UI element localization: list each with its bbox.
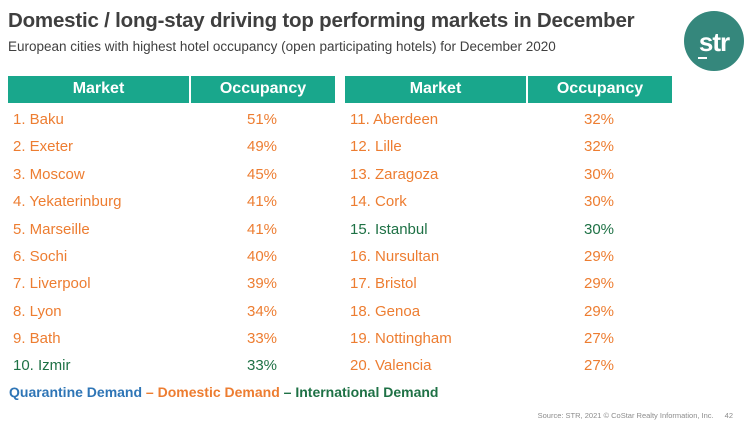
market-cell: 9. Bath (13, 330, 61, 348)
table-row: 9. Bath 33% (8, 325, 335, 352)
legend-separator: – (279, 383, 296, 400)
market-cell: 11. Aberdeen (350, 110, 439, 128)
table-row: 12. Lille 32% (345, 133, 672, 160)
occupancy-cell: 51% (246, 110, 278, 128)
occupancy-cell: 30% (583, 165, 615, 183)
occupancy-cell: 29% (583, 275, 615, 293)
table-row: 3. Moscow 45% (8, 161, 335, 188)
market-cell: 10. Izmir (13, 357, 71, 375)
table-row: 13. Zaragoza 30% (345, 161, 672, 188)
column-header-market: Market (8, 75, 189, 103)
market-cell: 3. Moscow (13, 165, 85, 183)
occupancy-cell: 32% (583, 138, 615, 156)
legend-item: Quarantine Demand (9, 383, 143, 400)
table-header-row: Market Occupancy (8, 75, 335, 103)
market-cell: 14. Cork (350, 193, 407, 211)
occupancy-cell: 29% (583, 247, 615, 265)
market-cell: 1. Baku (13, 110, 64, 128)
table-row: 7. Liverpool 39% (8, 270, 335, 297)
market-cell: 2. Exeter (13, 138, 74, 156)
str-logo-underline (698, 57, 707, 59)
table-row: 4. Yekaterinburg 41% (8, 188, 335, 215)
legend: Quarantine Demand – Domestic Demand – In… (8, 384, 741, 400)
market-cell: 4. Yekaterinburg (13, 193, 122, 211)
page-number: 42 (724, 411, 733, 420)
table-right: Market Occupancy 11. Aberdeen 32% 12. Lill… (345, 75, 672, 380)
occupancy-cell: 27% (583, 330, 615, 348)
table-left: Market Occupancy 1. Baku 51% 2. Exeter 49% 3… (8, 75, 335, 380)
table-body: 11. Aberdeen 32% 12. Lille 32% 13. Zaragoza 3… (345, 106, 672, 380)
occupancy-cell: 30% (583, 220, 615, 238)
table-row: 5. Marseille 41% (8, 215, 335, 242)
column-header-occupancy: Occupancy (191, 75, 335, 103)
footer: Source: STR, 2021 © CoStar Realty Inform… (538, 411, 733, 420)
table-body: 1. Baku 51% 2. Exeter 49% 3. Moscow 45% 4. Yek… (8, 106, 335, 380)
table-row: 2. Exeter 49% (8, 133, 335, 160)
occupancy-cell: 41% (246, 220, 278, 238)
ranking-tables: Market Occupancy 1. Baku 51% 2. Exeter 49% 3… (8, 75, 672, 380)
str-logo-text: str (698, 26, 730, 57)
table-row: 19. Nottingham 27% (345, 325, 672, 352)
occupancy-cell: 45% (246, 165, 278, 183)
table-row: 10. Izmir 33% (8, 352, 335, 379)
market-cell: 18. Genoa (350, 302, 421, 320)
page-subtitle: European cities with highest hotel occup… (8, 38, 556, 54)
market-cell: 17. Bristol (350, 275, 417, 293)
occupancy-cell: 49% (246, 138, 278, 156)
table-row: 1. Baku 51% (8, 106, 335, 133)
market-cell: 5. Marseille (13, 220, 90, 238)
market-cell: 13. Zaragoza (350, 165, 439, 183)
page-title: Domestic / long-stay driving top perform… (8, 9, 635, 32)
market-cell: 15. Istanbul (350, 220, 428, 238)
column-header-market: Market (345, 75, 526, 103)
table-row: 8. Lyon 34% (8, 297, 335, 324)
market-cell: 20. Valencia (350, 357, 432, 375)
table-row: 15. Istanbul 30% (345, 215, 672, 242)
occupancy-cell: 33% (246, 330, 278, 348)
occupancy-cell: 29% (583, 302, 615, 320)
market-cell: 19. Nottingham (350, 330, 452, 348)
occupancy-cell: 39% (246, 275, 278, 293)
occupancy-cell: 33% (246, 357, 278, 375)
occupancy-cell: 40% (246, 247, 278, 265)
market-cell: 8. Lyon (13, 302, 62, 320)
market-cell: 7. Liverpool (13, 275, 91, 293)
market-cell: 16. Nursultan (350, 247, 440, 265)
table-row: 6. Sochi 40% (8, 243, 335, 270)
table-row: 18. Genoa 29% (345, 297, 672, 324)
legend-item: Domestic Demand (157, 383, 280, 400)
table-row: 16. Nursultan 29% (345, 243, 672, 270)
market-cell: 6. Sochi (13, 247, 68, 265)
column-header-occupancy: Occupancy (528, 75, 672, 103)
str-logo: str (684, 11, 744, 71)
occupancy-cell: 41% (246, 193, 278, 211)
occupancy-cell: 34% (246, 302, 278, 320)
table-row: 11. Aberdeen 32% (345, 106, 672, 133)
occupancy-cell: 30% (583, 193, 615, 211)
table-row: 14. Cork 30% (345, 188, 672, 215)
occupancy-cell: 27% (583, 357, 615, 375)
table-header-row: Market Occupancy (345, 75, 672, 103)
slide: Domestic / long-stay driving top perform… (0, 9, 749, 400)
market-cell: 12. Lille (350, 138, 402, 156)
legend-separator: – (142, 383, 158, 400)
occupancy-cell: 32% (583, 110, 615, 128)
table-row: 20. Valencia 27% (345, 352, 672, 379)
table-row: 17. Bristol 29% (345, 270, 672, 297)
legend-item: International Demand (295, 383, 439, 400)
source-note: Source: STR, 2021 © CoStar Realty Inform… (537, 411, 714, 420)
